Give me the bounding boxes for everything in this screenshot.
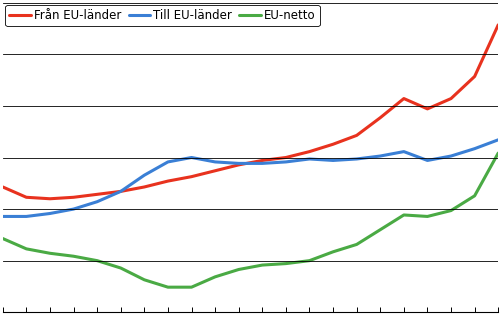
Från EU-länder xyxy=(47,197,53,201)
Från EU-länder xyxy=(188,175,194,179)
Till EU-länder xyxy=(401,150,407,153)
Till EU-länder xyxy=(94,200,100,203)
Till EU-länder xyxy=(212,160,218,164)
Från EU-länder xyxy=(401,97,407,100)
Till EU-länder xyxy=(448,154,454,158)
EU-netto xyxy=(212,275,218,279)
Från EU-länder xyxy=(377,116,383,120)
EU-netto xyxy=(377,228,383,232)
Från EU-länder xyxy=(0,185,6,189)
Line: EU-netto: EU-netto xyxy=(3,153,498,287)
EU-netto xyxy=(71,254,77,258)
EU-netto xyxy=(165,285,171,289)
Till EU-länder xyxy=(165,160,171,164)
Från EU-länder xyxy=(424,107,430,111)
Från EU-länder xyxy=(118,190,124,193)
Till EU-länder xyxy=(283,160,289,164)
Till EU-länder xyxy=(354,157,360,161)
Från EU-länder xyxy=(71,195,77,199)
Till EU-länder xyxy=(330,158,336,162)
Till EU-länder xyxy=(118,190,124,193)
Från EU-länder xyxy=(448,97,454,100)
Från EU-länder xyxy=(165,179,171,183)
Till EU-länder xyxy=(0,215,6,218)
Från EU-länder xyxy=(24,195,30,199)
EU-netto xyxy=(283,262,289,266)
Från EU-länder xyxy=(212,169,218,173)
Till EU-länder xyxy=(471,147,477,151)
EU-netto xyxy=(141,278,147,282)
Från EU-länder xyxy=(307,150,313,153)
Till EU-länder xyxy=(188,156,194,159)
EU-netto xyxy=(0,237,6,240)
EU-netto xyxy=(448,209,454,212)
EU-netto xyxy=(330,250,336,254)
EU-netto xyxy=(235,268,241,272)
Line: Till EU-länder: Till EU-länder xyxy=(3,140,498,216)
EU-netto xyxy=(47,251,53,255)
EU-netto xyxy=(94,259,100,262)
Från EU-länder xyxy=(235,163,241,167)
Till EU-länder xyxy=(71,207,77,211)
Till EU-länder xyxy=(377,154,383,158)
Från EU-länder xyxy=(495,23,501,27)
EU-netto xyxy=(495,151,501,155)
Till EU-länder xyxy=(47,212,53,215)
Till EU-länder xyxy=(260,162,266,165)
EU-netto xyxy=(401,213,407,217)
Från EU-länder xyxy=(260,158,266,162)
Till EU-länder xyxy=(141,173,147,177)
EU-netto xyxy=(471,194,477,198)
Till EU-länder xyxy=(235,162,241,165)
Från EU-länder xyxy=(471,75,477,78)
EU-netto xyxy=(118,266,124,270)
Till EU-länder xyxy=(24,215,30,218)
Från EU-länder xyxy=(354,134,360,137)
EU-netto xyxy=(188,285,194,289)
Legend: Från EU-länder, Till EU-länder, EU-netto: Från EU-länder, Till EU-länder, EU-netto xyxy=(5,5,320,26)
Från EU-länder xyxy=(141,185,147,189)
EU-netto xyxy=(354,243,360,246)
Line: Från EU-länder: Från EU-länder xyxy=(3,25,498,199)
EU-netto xyxy=(307,259,313,262)
Från EU-länder xyxy=(94,192,100,196)
Till EU-länder xyxy=(307,157,313,161)
Från EU-länder xyxy=(283,156,289,159)
Från EU-länder xyxy=(330,142,336,146)
EU-netto xyxy=(24,247,30,251)
Till EU-länder xyxy=(495,138,501,142)
EU-netto xyxy=(260,263,266,267)
EU-netto xyxy=(424,215,430,218)
Till EU-länder xyxy=(424,158,430,162)
